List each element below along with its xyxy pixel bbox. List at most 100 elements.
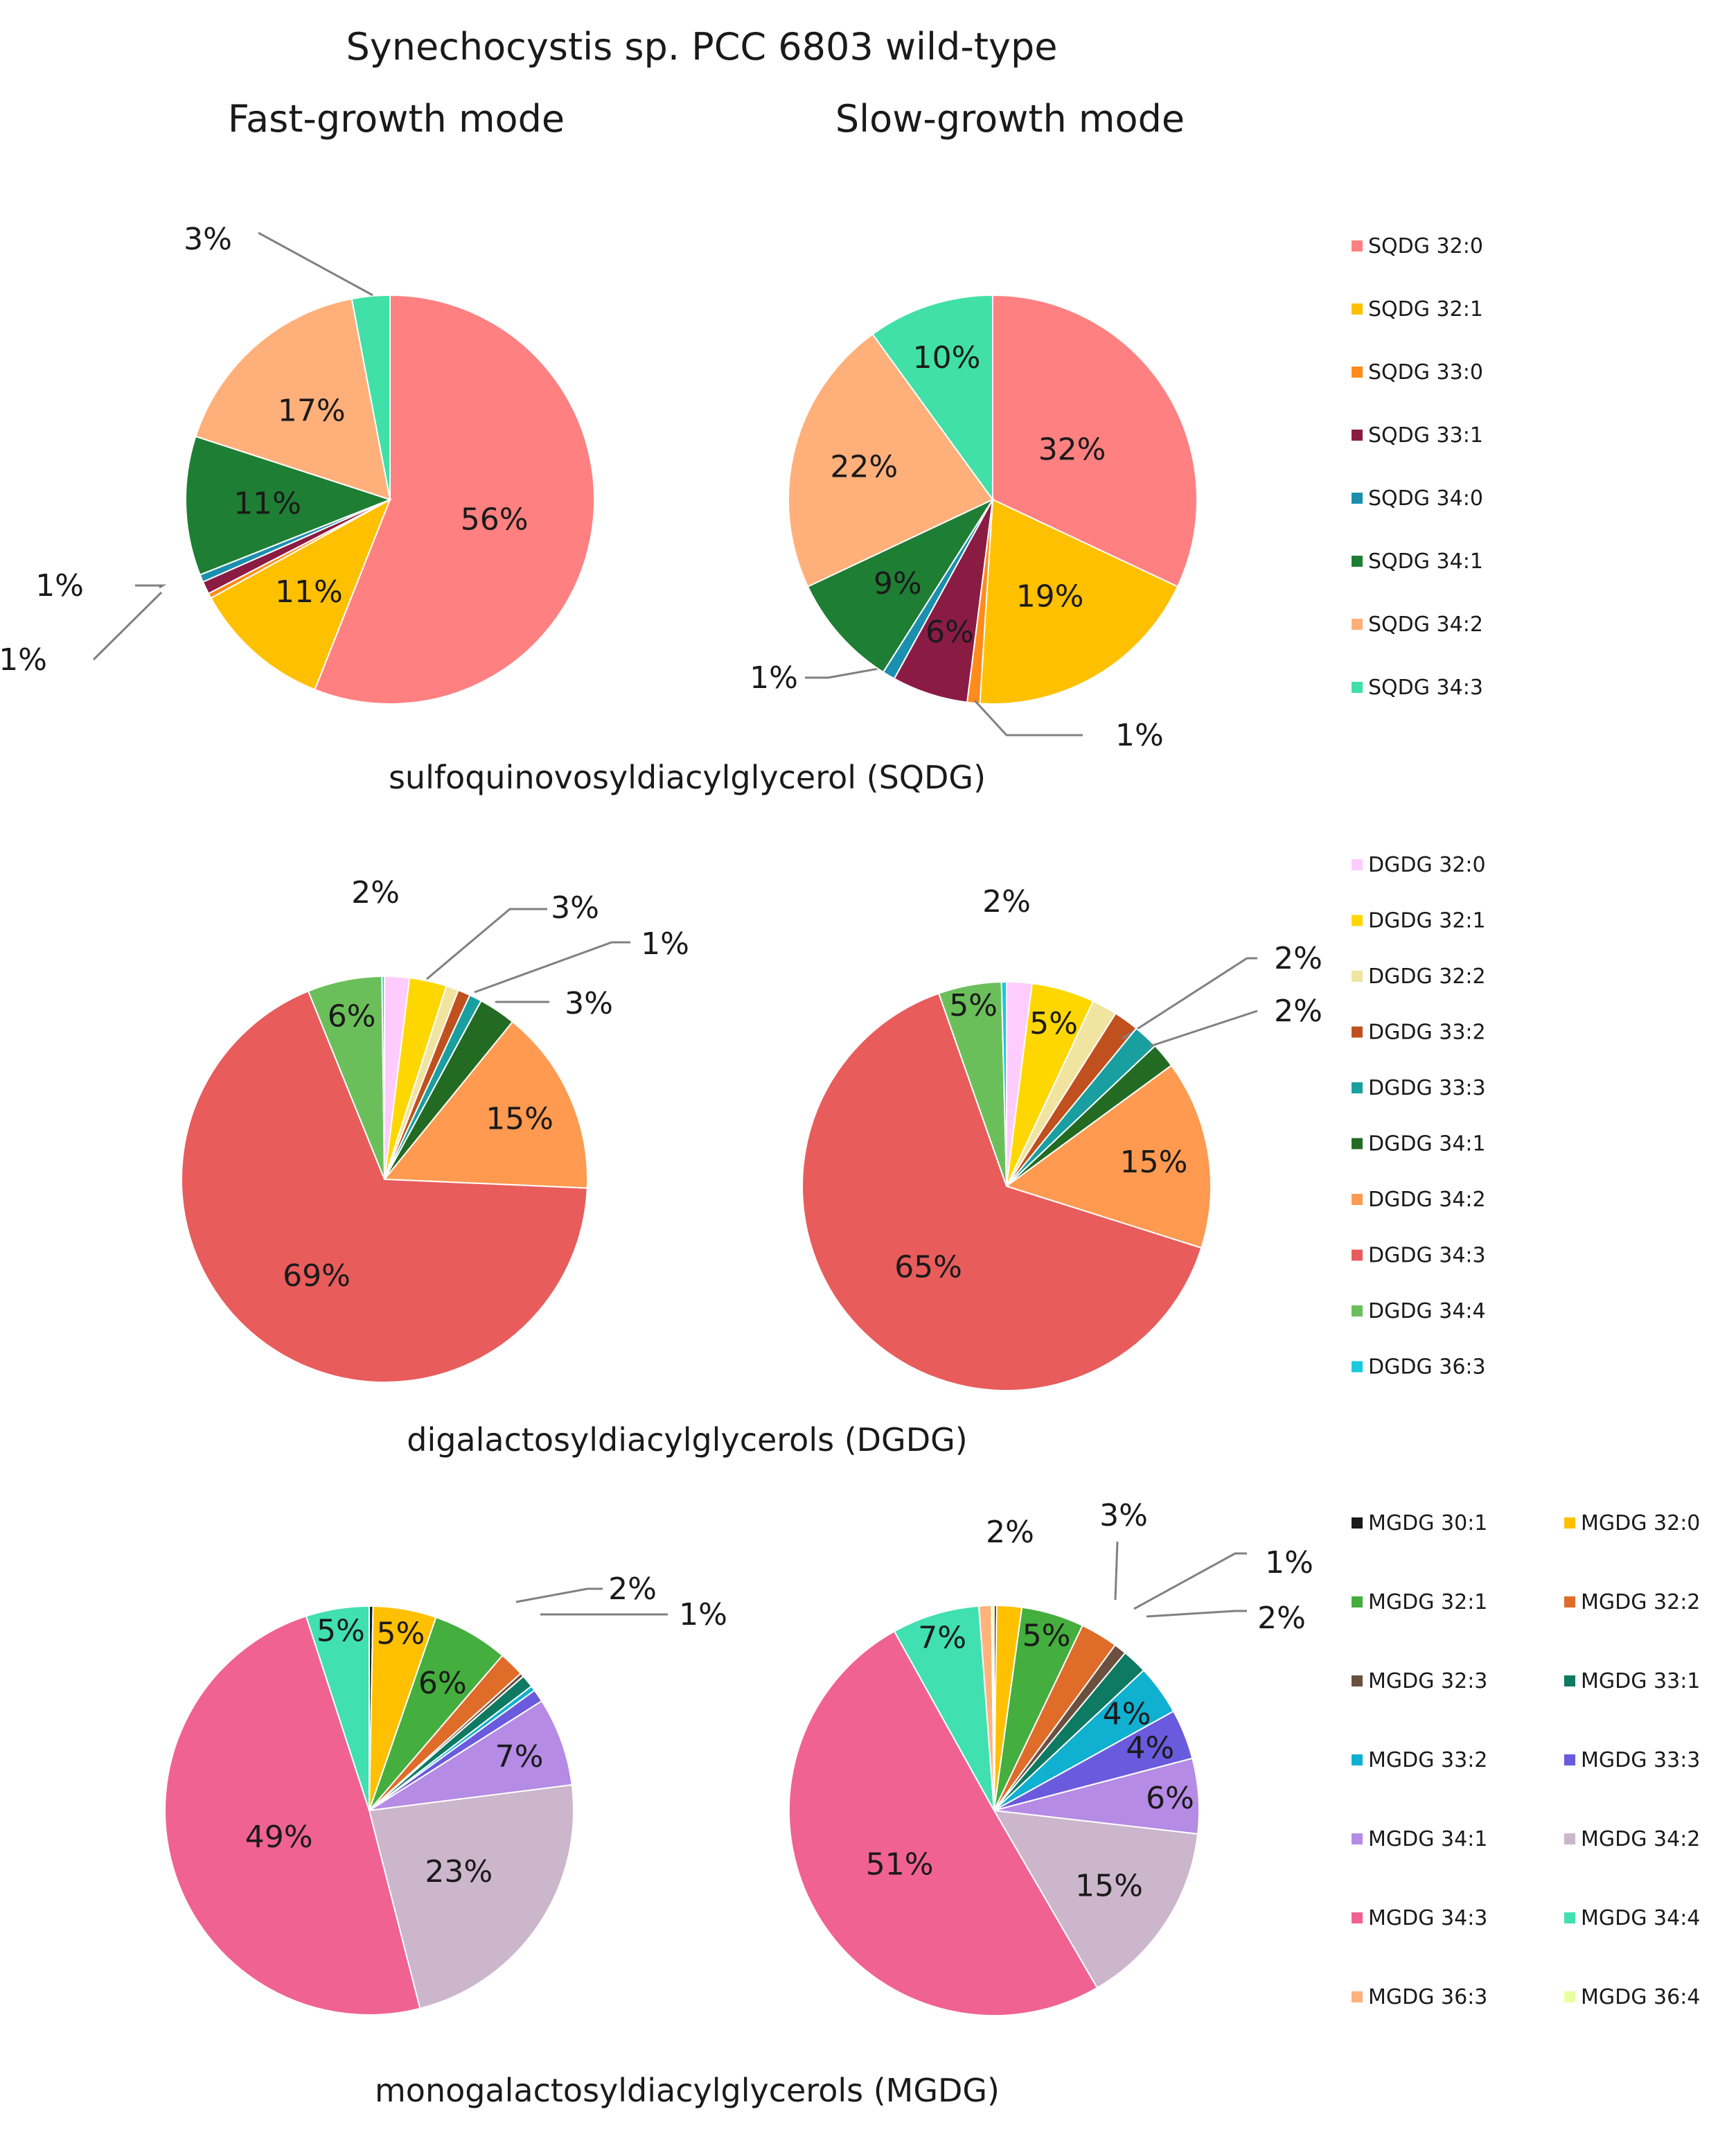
legend-swatch (1352, 971, 1363, 982)
pie-data-label: 2% (982, 884, 1031, 919)
legend-swatch (1352, 1138, 1363, 1149)
pie-data-label: 5% (376, 1616, 425, 1651)
legend-swatch (1352, 1082, 1363, 1093)
pie-slice-sqdg-34-3 (871, 294, 993, 502)
pie-data-label: 1% (1265, 1545, 1313, 1580)
legend-item: SQDG 33:0 (1352, 360, 1483, 385)
leader-line (1146, 1610, 1247, 1618)
pie-slice-sqdg-34-3 (351, 294, 391, 500)
pie-data-label: 3% (1099, 1498, 1148, 1533)
legend-item: MGDG 32:3 (1352, 1669, 1487, 1693)
mgdg-pie-slow: 2% 5% 3% 1% 2% 4%4% 6% 15% 51% 7% (788, 1498, 1313, 2017)
legend-swatch (1352, 367, 1363, 378)
pie-data-label: 17% (278, 394, 346, 429)
pie-data-label: 3% (565, 986, 613, 1021)
pie-slice-dgdg-36-3 (381, 975, 385, 1180)
pie-data-label: 4% (1103, 1697, 1151, 1732)
legend-label: MGDG 33:3 (1581, 1748, 1700, 1772)
legend-item: DGDG 32:2 (1352, 964, 1486, 989)
legend-item: MGDG 34:2 (1564, 1827, 1700, 1851)
pie-data-label: 15% (1075, 1869, 1143, 1904)
pie-data-label: 56% (461, 502, 529, 538)
dgdg-pie-slow: 2% 5% 2% 2% 15% 65% 5% (801, 884, 1322, 1391)
sqdg-chart-group: sulfoquinovosyldiacylglycerol (SQDG) 56%… (0, 222, 1483, 796)
legend-swatch (1352, 1249, 1363, 1261)
pie-data-label: 19% (1016, 579, 1084, 615)
legend-item: DGDG 34:1 (1352, 1132, 1486, 1156)
pie-data-label: 7% (495, 1739, 544, 1774)
pie-data-label: 23% (425, 1854, 493, 1889)
leader-line (258, 231, 373, 297)
legend-label: DGDG 34:2 (1368, 1188, 1486, 1212)
pie-data-label: 7% (918, 1621, 966, 1656)
legend-item: MGDG 34:1 (1352, 1827, 1487, 1851)
dgdg-legend: DGDG 32:0 DGDG 32:1 DGDG 32:2 DGDG 33:2 DGDG… (1352, 853, 1486, 1380)
legend-label: SQDG 33:0 (1368, 360, 1483, 385)
legend-label: MGDG 33:1 (1581, 1669, 1700, 1693)
legend-swatch (1352, 1361, 1363, 1373)
mgdg-group-title: monogalactosyldiacylglycerols (MGDG) (375, 2072, 1000, 2109)
leader-line (1114, 1541, 1119, 1601)
legend-swatch (1352, 1991, 1363, 2002)
legend-item: DGDG 34:4 (1352, 1299, 1486, 1323)
sqdg-group-title: sulfoquinovosyldiacylglycerol (SQDG) (389, 759, 986, 796)
legend-swatch (1352, 1833, 1363, 1844)
pie-data-label: 6% (925, 615, 974, 650)
pie-data-label: 9% (874, 566, 922, 601)
legend-label: MGDG 33:2 (1368, 1748, 1487, 1772)
pie-slice-mgdg-34-1 (369, 1700, 573, 1811)
legend-item: DGDG 33:3 (1352, 1076, 1486, 1100)
pie-data-label: 1% (641, 926, 689, 962)
pie-slice-mgdg-34-3 (164, 1615, 421, 2016)
legend-swatch (1352, 1517, 1363, 1528)
pie-data-label: 22% (830, 449, 898, 484)
pie-data-label: 32% (1038, 432, 1106, 467)
legend-label: SQDG 32:0 (1368, 234, 1483, 258)
legend-label: DGDG 36:3 (1368, 1355, 1486, 1380)
pie-data-label: 2% (351, 875, 400, 910)
legend-item: DGDG 34:2 (1352, 1188, 1486, 1212)
legend-label: DGDG 33:2 (1368, 1021, 1486, 1045)
legend-label: SQDG 34:0 (1368, 486, 1483, 511)
legend-swatch (1564, 1754, 1575, 1765)
legend-swatch (1352, 1026, 1363, 1038)
pie-slice-sqdg-34-2 (195, 298, 391, 501)
sqdg-pie-fast: 56% 11% 1% 1% 11% 17% 3% (0, 222, 595, 705)
pie-data-label: 2% (1274, 994, 1322, 1029)
pie-slice-dgdg-34-2 (382, 1021, 588, 1189)
legend-label: MGDG 36:4 (1581, 1985, 1700, 2009)
leader-line (1133, 1552, 1247, 1610)
leader-line (515, 1587, 603, 1603)
legend-label: MGDG 32:1 (1368, 1590, 1487, 1614)
pie-data-label: 2% (1274, 941, 1322, 976)
pie-data-label: 5% (317, 1614, 365, 1649)
figure-title: Synechocystis sp. PCC 6803 wild-type (346, 25, 1058, 69)
pie-data-label: 15% (1120, 1145, 1188, 1180)
leader-line (426, 908, 547, 980)
leader-line (92, 591, 163, 661)
leader-line (135, 584, 167, 589)
pie-data-label: 3% (551, 890, 599, 926)
pie-slice-dgdg-34-3 (181, 990, 588, 1383)
pie-data-label: 5% (1029, 1006, 1078, 1041)
pie-data-label: 6% (1146, 1781, 1194, 1816)
legend-label: DGDG 34:4 (1368, 1299, 1486, 1323)
legend-swatch (1564, 1833, 1575, 1844)
legend-label: SQDG 34:3 (1368, 676, 1483, 700)
legend-label: MGDG 30:1 (1368, 1511, 1487, 1535)
legend-label: MGDG 32:3 (1368, 1669, 1487, 1693)
legend-swatch (1352, 1194, 1363, 1205)
legend-label: MGDG 34:3 (1368, 1906, 1487, 1930)
legend-label: DGDG 32:0 (1368, 853, 1486, 877)
pie-slice-sqdg-32-0 (992, 294, 1198, 588)
legend-swatch (1564, 1517, 1575, 1528)
mgdg-chart-group: monogalactosyldiacylglycerols (MGDG) 5% 6… (164, 1498, 1700, 2109)
dgdg-chart-group: digalactosyldiacylglycerols (DGDG) 2% 3% 1… (181, 853, 1486, 1459)
legend-item: SQDG 32:1 (1352, 297, 1483, 321)
legend-swatch (1352, 1596, 1363, 1607)
pie-data-label: 6% (328, 999, 376, 1034)
legend-swatch (1352, 430, 1363, 441)
sqdg-legend: SQDG 32:0 SQDG 32:1 SQDG 33:0 SQDG 33:1 SQDG… (1352, 234, 1483, 700)
pie-data-label: 1% (1115, 718, 1164, 753)
